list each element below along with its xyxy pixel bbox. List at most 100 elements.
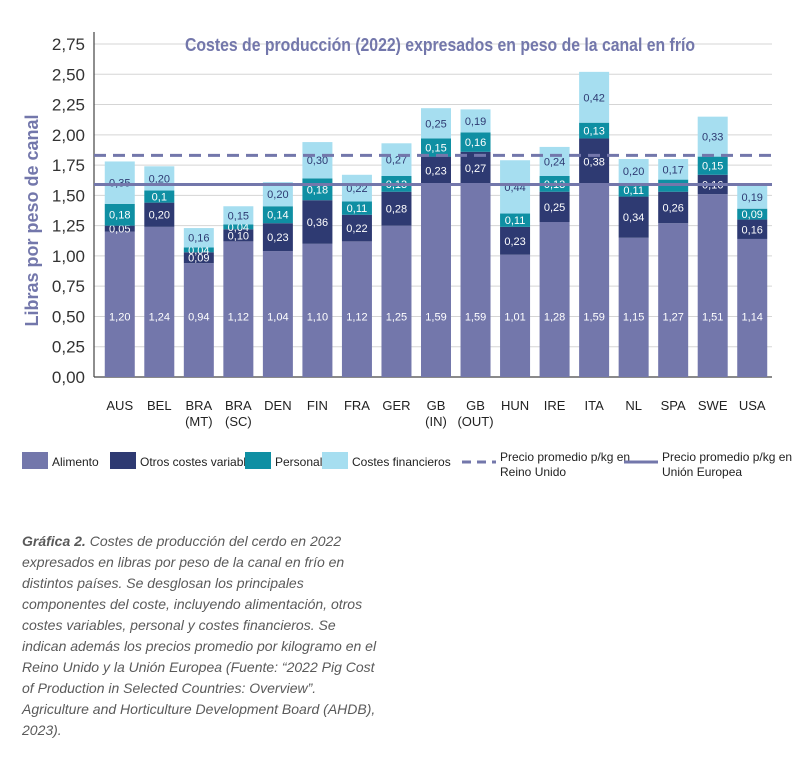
x-tick-label: BEL bbox=[147, 398, 172, 413]
data-label: 0,23 bbox=[504, 236, 525, 248]
data-label: 0,23 bbox=[425, 166, 446, 178]
bar-segment bbox=[697, 116, 728, 157]
data-label: 1,15 bbox=[623, 311, 644, 323]
data-label: 0,36 bbox=[307, 217, 328, 229]
data-label: 0,05 bbox=[109, 224, 130, 236]
bar-segment bbox=[144, 166, 175, 191]
y-tick-label: 0,00 bbox=[52, 368, 85, 387]
data-label: 0,04 bbox=[188, 245, 209, 257]
data-label: 0,11 bbox=[347, 203, 368, 215]
bar-segment bbox=[579, 71, 610, 123]
data-label: 0,17 bbox=[662, 164, 683, 176]
bar-segment bbox=[302, 243, 333, 377]
y-tick-label: 1,00 bbox=[52, 247, 85, 266]
data-label: 0,19 bbox=[742, 192, 763, 204]
bar-segment bbox=[737, 219, 768, 239]
bar-segment bbox=[737, 185, 768, 209]
bar-segment bbox=[144, 202, 175, 227]
x-tick-label: (IN) bbox=[425, 414, 447, 429]
legend-label: Precio promedio p/kg en bbox=[662, 450, 792, 464]
bar-segment bbox=[658, 223, 689, 377]
data-label: 0,10 bbox=[228, 230, 249, 242]
data-label: 0,38 bbox=[583, 156, 604, 168]
data-label: 0,22 bbox=[346, 183, 367, 195]
x-tick-label: FRA bbox=[344, 398, 370, 413]
data-label: 0,22 bbox=[346, 223, 367, 235]
bar-segment bbox=[381, 143, 412, 176]
data-label: 0,16 bbox=[742, 224, 763, 236]
data-label: 0,42 bbox=[583, 92, 604, 104]
legend-label: Otros costes variables bbox=[140, 455, 259, 469]
data-label: 0,11 bbox=[623, 185, 644, 197]
data-label: 0,09 bbox=[742, 209, 763, 221]
data-label: 0,24 bbox=[544, 156, 565, 168]
bar-segment bbox=[341, 201, 372, 215]
bar-segment bbox=[104, 161, 135, 204]
bar-segment bbox=[302, 142, 333, 179]
bar-segment bbox=[500, 160, 531, 214]
x-tick-label: HUN bbox=[501, 398, 529, 413]
bar-segment bbox=[579, 122, 610, 139]
data-label: 1,14 bbox=[742, 311, 763, 323]
data-label: 1,24 bbox=[149, 311, 170, 323]
y-tick-label: 1,50 bbox=[52, 186, 85, 205]
data-label: 0,34 bbox=[623, 212, 644, 224]
bar-segment bbox=[460, 151, 491, 185]
bar-segment bbox=[658, 159, 689, 180]
y-tick-label: 0,25 bbox=[52, 338, 85, 357]
bar-segment bbox=[183, 263, 214, 377]
y-tick-label: 2,00 bbox=[52, 126, 85, 145]
caption-text: Costes de producción del cerdo en 2022 e… bbox=[22, 533, 377, 738]
x-tick-label: BRA bbox=[225, 398, 252, 413]
data-label: 1,28 bbox=[544, 311, 565, 323]
data-label: 0,20 bbox=[149, 210, 170, 222]
data-label: 0,11 bbox=[505, 215, 526, 227]
data-label: 0,18 bbox=[307, 184, 328, 196]
y-tick-label: 2,25 bbox=[52, 96, 85, 115]
legend-label: Alimento bbox=[52, 455, 99, 469]
bar-segment bbox=[421, 138, 451, 157]
bar-segment bbox=[381, 191, 412, 226]
bar-segment bbox=[697, 194, 728, 377]
bar-segment bbox=[144, 190, 175, 203]
x-tick-label: AUS bbox=[106, 398, 133, 413]
legend-label: Unión Europea bbox=[662, 465, 742, 479]
data-label: 1,25 bbox=[386, 311, 407, 323]
x-tick-label: FIN bbox=[307, 398, 328, 413]
bar-segment bbox=[183, 247, 214, 253]
legend-label: Costes financieros bbox=[352, 455, 451, 469]
bar-segment bbox=[341, 241, 372, 377]
data-label: 0,1 bbox=[152, 192, 167, 204]
bar-segment bbox=[500, 226, 531, 255]
data-label: 0,13 bbox=[583, 126, 604, 138]
data-label: 0,94 bbox=[188, 311, 209, 323]
y-tick-label: 2,75 bbox=[52, 35, 85, 54]
y-tick-label: 2,50 bbox=[52, 65, 85, 84]
data-label: 0,26 bbox=[662, 202, 683, 214]
data-label: 0,27 bbox=[386, 155, 407, 167]
x-tick-label: SWE bbox=[698, 398, 728, 413]
bar-segment bbox=[302, 200, 333, 244]
data-label: 0,25 bbox=[425, 118, 446, 130]
bar-segment bbox=[262, 182, 293, 207]
bar-segment bbox=[460, 184, 491, 377]
bar-segment bbox=[737, 238, 768, 377]
data-label: 0,30 bbox=[307, 155, 328, 167]
bar-segment bbox=[460, 109, 491, 133]
bar-segment bbox=[262, 223, 293, 252]
y-axis-title: Libras por peso de canal bbox=[22, 114, 42, 326]
data-label: 0,15 bbox=[702, 161, 723, 173]
bar-segment bbox=[183, 228, 214, 248]
data-label: 1,59 bbox=[425, 311, 446, 323]
data-label: 1,10 bbox=[307, 311, 328, 323]
bar-segment bbox=[262, 251, 293, 377]
bar-segment bbox=[421, 156, 451, 185]
caption-label: Gráfica 2. bbox=[22, 533, 86, 549]
legend-swatch bbox=[110, 452, 136, 469]
y-tick-label: 1,25 bbox=[52, 217, 85, 236]
figure-caption: Gráfica 2. Costes de producción del cerd… bbox=[22, 531, 382, 741]
data-label: 0,18 bbox=[109, 210, 130, 222]
data-label: 0,16 bbox=[188, 233, 209, 245]
y-tick-label: 1,75 bbox=[52, 156, 85, 175]
bar-segment bbox=[104, 225, 135, 232]
